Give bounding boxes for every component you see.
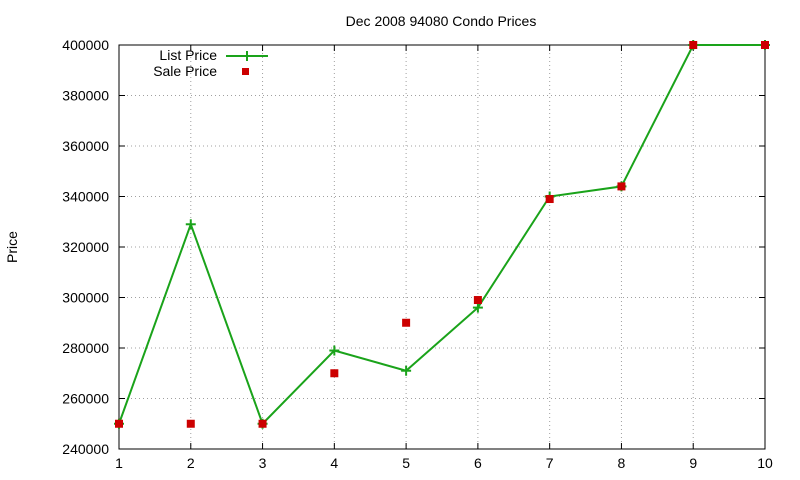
y-tick-label: 300000 [62,290,109,306]
y-tick-label: 380000 [62,88,109,104]
x-tick-label: 1 [115,455,123,471]
sale-price-point [473,296,482,305]
y-tick-label: 340000 [62,189,109,205]
list-price-point [329,345,340,356]
legend-label-list-price: List Price [159,47,217,63]
series-layer [114,40,770,429]
sale-price-point [330,369,339,378]
chart-title: Dec 2008 94080 Condo Prices [346,13,537,29]
axis-ticks [118,44,766,450]
sale-price-point [115,419,123,428]
legend-label-sale-price: Sale Price [153,63,217,79]
x-tick-label: 8 [618,455,626,471]
y-tick-label: 360000 [62,138,109,154]
sale-price-point [617,182,626,191]
y-tick-label: 240000 [62,441,109,457]
y-tick-label: 400000 [62,37,109,53]
legend: List Price Sale Price [153,47,268,79]
x-tick-label: 3 [259,455,267,471]
sale-price-point [186,419,195,428]
list-price-point [472,302,483,313]
y-tick-label: 280000 [62,340,109,356]
sale-price-point [545,195,554,204]
y-axis-label: Price [4,231,20,263]
x-tick-labels: 1 2 3 4 5 6 7 8 9 10 [115,455,773,471]
list-price-point [401,365,412,376]
grid-lines [119,45,765,449]
x-tick-label: 6 [474,455,482,471]
x-tick-label: 2 [187,455,195,471]
y-tick-label: 320000 [62,239,109,255]
x-tick-label: 4 [330,455,338,471]
sale-price-point [761,41,769,49]
sale-price-point [258,419,267,428]
sale-price-point [689,41,698,49]
list-price-line [118,44,765,426]
x-tick-label: 7 [546,455,554,471]
y-tick-label: 260000 [62,391,109,407]
list-price-point [185,219,196,230]
sale-price-point [402,318,411,327]
legend-marker-sale-price [242,68,249,75]
x-tick-label: 5 [402,455,410,471]
x-tick-label: 9 [689,455,697,471]
legend-marker-list-price [242,51,252,61]
x-tick-label: 10 [757,455,773,471]
y-tick-labels: 240000 260000 280000 300000 320000 340000 3600… [62,37,109,457]
